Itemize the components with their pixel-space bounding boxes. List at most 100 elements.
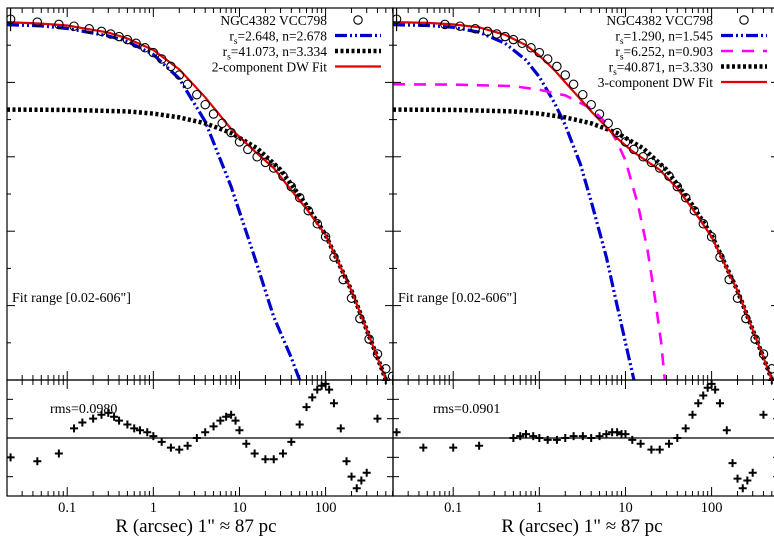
data-point (243, 144, 253, 155)
data-point (312, 219, 323, 229)
residual-point (313, 385, 322, 394)
data-point (586, 99, 596, 110)
legend-label-0: NGC4382 VCC798 (606, 13, 713, 28)
residual-point (569, 432, 578, 441)
residual-point (123, 420, 132, 429)
data-point (32, 17, 43, 27)
residual-point (242, 439, 251, 448)
residual-point (728, 459, 737, 468)
data-point (664, 171, 674, 181)
data-point (560, 70, 571, 80)
data-point (689, 205, 700, 216)
residual-point (110, 412, 119, 421)
legend-marker-0 (353, 15, 363, 25)
x-tick-label: 100 (701, 500, 723, 516)
series-line-1 (393, 83, 667, 380)
right-data-points (393, 8, 774, 378)
residual-point (149, 432, 158, 441)
residual-point (715, 399, 724, 408)
data-point (105, 29, 116, 39)
right-main-frame (392, 7, 774, 381)
residual-point (393, 428, 401, 437)
data-point (148, 47, 159, 58)
data-point (174, 70, 185, 80)
data-point (355, 313, 365, 324)
residual-point (602, 430, 611, 439)
data-point (482, 26, 493, 37)
residual-point (475, 441, 484, 450)
residual-point (78, 418, 87, 427)
residual-point (183, 441, 192, 450)
residual-point (329, 399, 338, 408)
residual-point (325, 385, 334, 394)
data-point (758, 349, 769, 359)
legend-label-1: rs=2.648, n=2.678 (229, 29, 327, 48)
residual-point (352, 484, 361, 493)
residual-point (743, 476, 752, 485)
data-point (594, 109, 605, 119)
data-point (534, 47, 545, 58)
data-point (234, 137, 245, 147)
residual-point (543, 435, 552, 444)
residual-point (664, 439, 673, 448)
data-point (329, 252, 339, 262)
residual-point (336, 424, 345, 433)
data-point (364, 334, 374, 344)
residual-point (175, 445, 184, 454)
data-point (278, 171, 288, 181)
residual-point (733, 474, 742, 483)
data-point (96, 26, 107, 37)
residual-point (295, 420, 304, 429)
legend-marker-0 (739, 15, 749, 25)
residual-point (628, 435, 637, 444)
right-fit-range: Fit range [0.02-606"] (398, 291, 517, 306)
residual-point (89, 414, 98, 423)
left-x-axis-label: R (arcsec) 1" ≈ 87 pc (115, 516, 276, 537)
data-point (54, 19, 64, 30)
x-tick-label: 0.1 (58, 500, 76, 516)
residual-point (552, 435, 561, 444)
series-line-3 (393, 21, 774, 380)
data-point (166, 61, 176, 72)
residual-point (703, 383, 712, 392)
data-point (470, 24, 480, 34)
residual-point (115, 416, 124, 425)
left-rms-label: rms=0.0980 (50, 402, 117, 417)
residual-point (347, 472, 356, 481)
residual-point (655, 445, 664, 454)
data-point (140, 43, 150, 53)
residual-point (135, 426, 144, 435)
data-point (338, 274, 348, 285)
data-point (552, 61, 562, 72)
data-point (491, 29, 502, 39)
data-point (418, 17, 429, 27)
data-point (226, 127, 236, 138)
residual-point (647, 445, 656, 454)
x-tick-label: 100 (315, 500, 337, 516)
residual-point (748, 468, 757, 477)
data-point (724, 274, 734, 285)
residual-point (201, 428, 210, 437)
legend-label-2: rs=6.252, n=0.903 (615, 44, 713, 63)
residual-point (529, 432, 538, 441)
data-point (646, 157, 657, 168)
residual-point (235, 426, 244, 435)
data-point (715, 252, 725, 262)
data-point (200, 99, 210, 110)
residual-point (673, 434, 682, 442)
right-x-axis-label: R (arcsec) 1" ≈ 87 pc (501, 516, 662, 537)
data-point (741, 313, 751, 324)
data-point (542, 54, 553, 64)
data-point (767, 364, 774, 374)
residual-point (373, 414, 382, 423)
residual-point (711, 385, 720, 394)
x-tick-label: 0.1 (444, 500, 462, 516)
legend-label-3: 2-component DW Fit (212, 60, 327, 75)
residual-point (419, 443, 428, 452)
series-line-2 (7, 21, 388, 380)
residual-point (157, 437, 166, 446)
data-point (372, 349, 383, 359)
data-point (517, 38, 527, 49)
